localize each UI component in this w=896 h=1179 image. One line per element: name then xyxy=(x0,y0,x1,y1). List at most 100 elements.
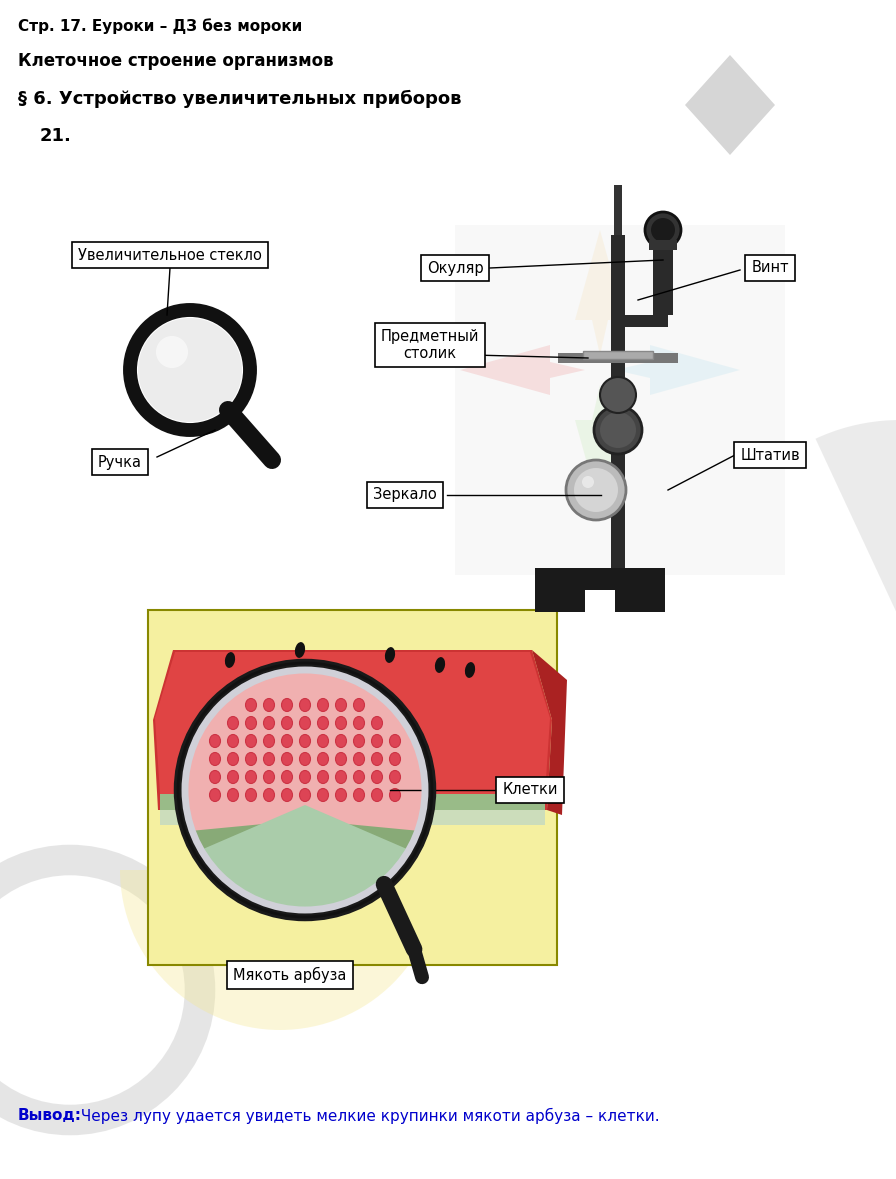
Ellipse shape xyxy=(263,752,274,765)
Text: Стр. 17. Еуроки – ДЗ без мороки: Стр. 17. Еуроки – ДЗ без мороки xyxy=(18,18,302,34)
Circle shape xyxy=(600,411,636,448)
Polygon shape xyxy=(460,345,585,395)
Circle shape xyxy=(186,671,424,909)
Ellipse shape xyxy=(317,771,329,784)
Ellipse shape xyxy=(372,735,383,747)
Ellipse shape xyxy=(372,752,383,765)
Polygon shape xyxy=(575,230,625,355)
Ellipse shape xyxy=(246,717,256,730)
Ellipse shape xyxy=(210,735,220,747)
Ellipse shape xyxy=(281,717,292,730)
Ellipse shape xyxy=(225,652,235,668)
Ellipse shape xyxy=(263,698,274,711)
Text: Штатив: Штатив xyxy=(740,448,800,462)
Ellipse shape xyxy=(390,752,401,765)
Ellipse shape xyxy=(335,752,347,765)
Ellipse shape xyxy=(372,717,383,730)
Ellipse shape xyxy=(335,771,347,784)
Ellipse shape xyxy=(385,647,395,663)
Ellipse shape xyxy=(246,789,256,802)
Ellipse shape xyxy=(390,735,401,747)
Ellipse shape xyxy=(246,698,256,711)
Ellipse shape xyxy=(210,752,220,765)
Ellipse shape xyxy=(299,735,311,747)
FancyBboxPatch shape xyxy=(455,225,785,575)
Ellipse shape xyxy=(246,752,256,765)
Polygon shape xyxy=(155,652,550,793)
Ellipse shape xyxy=(354,771,365,784)
Ellipse shape xyxy=(295,643,306,658)
Circle shape xyxy=(651,218,675,242)
Ellipse shape xyxy=(317,698,329,711)
Ellipse shape xyxy=(299,771,311,784)
Text: Винт: Винт xyxy=(751,261,788,276)
Polygon shape xyxy=(685,55,775,154)
Bar xyxy=(535,568,665,590)
Polygon shape xyxy=(160,793,545,825)
Ellipse shape xyxy=(354,698,365,711)
Text: Клетки: Клетки xyxy=(503,783,557,797)
Ellipse shape xyxy=(228,735,238,747)
Ellipse shape xyxy=(228,717,238,730)
Ellipse shape xyxy=(228,771,238,784)
Ellipse shape xyxy=(335,789,347,802)
Polygon shape xyxy=(160,810,545,825)
Ellipse shape xyxy=(465,663,475,678)
Circle shape xyxy=(645,212,681,248)
Ellipse shape xyxy=(390,789,401,802)
Ellipse shape xyxy=(210,771,220,784)
Polygon shape xyxy=(575,386,625,511)
Ellipse shape xyxy=(281,752,292,765)
Ellipse shape xyxy=(317,735,329,747)
Text: Через лупу удается увидеть мелкие крупинки мякоти арбуза – клетки.: Через лупу удается увидеть мелкие крупин… xyxy=(76,1108,659,1124)
Ellipse shape xyxy=(263,771,274,784)
Ellipse shape xyxy=(317,789,329,802)
Ellipse shape xyxy=(354,789,365,802)
Ellipse shape xyxy=(246,735,256,747)
Ellipse shape xyxy=(281,789,292,802)
Text: Мякоть арбуза: Мякоть арбуза xyxy=(233,967,347,983)
Bar xyxy=(614,185,622,235)
Ellipse shape xyxy=(335,735,347,747)
Ellipse shape xyxy=(281,735,292,747)
Bar xyxy=(653,235,673,315)
Ellipse shape xyxy=(263,717,274,730)
Text: Окуляр: Окуляр xyxy=(426,261,483,276)
Polygon shape xyxy=(153,650,552,810)
Bar xyxy=(611,235,625,568)
Circle shape xyxy=(138,318,242,422)
Ellipse shape xyxy=(228,752,238,765)
Ellipse shape xyxy=(354,717,365,730)
Polygon shape xyxy=(532,650,567,815)
Ellipse shape xyxy=(263,789,274,802)
Ellipse shape xyxy=(228,789,238,802)
Ellipse shape xyxy=(317,752,329,765)
Circle shape xyxy=(566,460,626,520)
Circle shape xyxy=(156,336,188,368)
Circle shape xyxy=(582,476,594,488)
Ellipse shape xyxy=(246,771,256,784)
FancyBboxPatch shape xyxy=(148,610,557,964)
Polygon shape xyxy=(194,821,417,909)
Ellipse shape xyxy=(435,657,445,673)
Circle shape xyxy=(594,406,642,454)
Text: 21.: 21. xyxy=(40,127,72,145)
Ellipse shape xyxy=(281,771,292,784)
Ellipse shape xyxy=(354,735,365,747)
Bar xyxy=(615,590,665,612)
Ellipse shape xyxy=(354,752,365,765)
Bar xyxy=(613,315,668,327)
Text: § 6. Устройство увеличительных приборов: § 6. Устройство увеличительных приборов xyxy=(18,90,461,108)
Text: Ручка: Ручка xyxy=(98,454,142,469)
Ellipse shape xyxy=(281,698,292,711)
Circle shape xyxy=(574,468,618,512)
Wedge shape xyxy=(815,420,896,620)
Text: Зеркало: Зеркало xyxy=(373,487,437,502)
Ellipse shape xyxy=(317,717,329,730)
Ellipse shape xyxy=(335,698,347,711)
Text: Вывод:: Вывод: xyxy=(18,1108,82,1124)
Text: Предметный
столик: Предметный столик xyxy=(381,329,479,361)
Circle shape xyxy=(600,377,636,413)
Bar xyxy=(535,590,585,612)
Ellipse shape xyxy=(372,789,383,802)
